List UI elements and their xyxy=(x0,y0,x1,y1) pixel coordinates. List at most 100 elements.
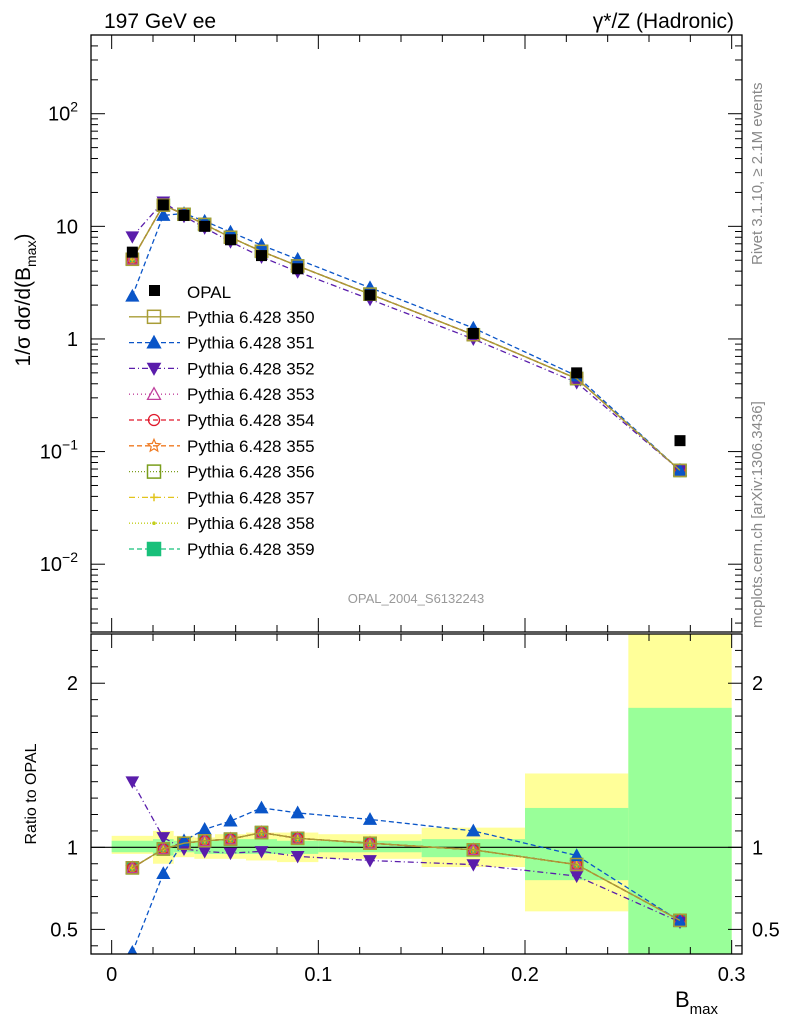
legend-marker xyxy=(152,521,156,525)
ratio-series-point xyxy=(569,857,584,872)
ratio-series-point xyxy=(125,776,140,789)
legend-entry-s358: Pythia 6.428 358 xyxy=(129,514,315,533)
data-point xyxy=(256,250,267,262)
data-point xyxy=(178,209,190,221)
main-series-point xyxy=(125,288,140,302)
y-label-text: 1/σ dσ/d(B xyxy=(12,267,35,366)
header-right-text: γ*/Z (Hadronic) xyxy=(593,10,734,33)
data-point xyxy=(126,246,138,258)
y-tick-label: 10−2 xyxy=(40,549,78,576)
legend-marker xyxy=(146,334,162,349)
legend-entry-s351: Pythia 6.428 351 xyxy=(129,334,315,353)
main-series-point xyxy=(125,251,140,265)
ratio-series-s351 xyxy=(127,800,688,954)
ratio-series-point xyxy=(254,846,269,859)
y-tick-label-base: 10 xyxy=(48,104,70,126)
ratio-series-point xyxy=(466,823,481,837)
y-tick-label-exp: 2 xyxy=(70,99,78,115)
legend-label: Pythia 6.428 357 xyxy=(187,488,315,507)
rivet-version-label: Rivet 3.1.10, ≥ 2.1M events xyxy=(749,83,766,266)
ratio-series-point xyxy=(363,836,377,850)
main-y-axis-label: 1/σ dσ/d(Bmax) xyxy=(12,234,39,367)
band-green xyxy=(111,840,153,853)
y-label-end: ) xyxy=(12,234,35,241)
y-tick-label-base: 1 xyxy=(67,329,78,351)
ratio-series-point xyxy=(254,825,269,839)
legend-entry-s356: Pythia 6.428 356 xyxy=(129,463,315,482)
data-point xyxy=(674,435,686,447)
header-left-text: 197 GeV ee xyxy=(104,10,216,33)
ratio-series-point xyxy=(290,805,305,819)
legend-entry-s352: Pythia 6.428 352 xyxy=(129,359,315,378)
ratio-series-point xyxy=(156,832,171,845)
band-green xyxy=(215,839,246,854)
data-point xyxy=(364,289,376,301)
legend-marker xyxy=(147,413,161,427)
ratio-series-point xyxy=(223,847,238,861)
data-point xyxy=(157,199,169,211)
y-tick-label: 1 xyxy=(67,329,78,351)
ratio-series-point xyxy=(363,855,377,868)
legend-label: Pythia 6.428 350 xyxy=(187,308,315,327)
legend-marker xyxy=(146,464,162,479)
y-tick-label: 10−1 xyxy=(40,437,78,464)
x-tick-label: 0 xyxy=(106,964,117,986)
legend-entry-s355: Pythia 6.428 355 xyxy=(129,437,315,456)
main-series-point xyxy=(156,208,171,221)
ratio-series-point xyxy=(223,813,238,827)
data-point xyxy=(467,327,479,339)
legend-label: Pythia 6.428 351 xyxy=(187,334,315,353)
ratio-series-point xyxy=(125,861,140,875)
x-tick-label: 0.1 xyxy=(304,964,332,986)
ratio-series-line xyxy=(131,831,681,921)
ratio-series-s350 xyxy=(125,825,687,928)
opal-data-points xyxy=(126,199,686,447)
ratio-series-point xyxy=(254,800,269,814)
legend-marker xyxy=(146,386,162,401)
ratio-series-line xyxy=(131,807,681,953)
ratio-y-tick-label-right: 0.5 xyxy=(752,919,780,941)
y-tick-label-base: 10 xyxy=(40,554,62,576)
y-tick-label-exp: −1 xyxy=(62,437,78,453)
ratio-y-tick-label: 2 xyxy=(67,673,78,695)
ratio-y-tick-label: 0.5 xyxy=(50,919,78,941)
legend-label: Pythia 6.428 353 xyxy=(187,385,315,404)
legend-marker xyxy=(146,437,162,453)
main-series-line xyxy=(131,212,681,471)
ratio-series-point xyxy=(156,866,171,880)
x-tick-label: 0.3 xyxy=(718,964,746,986)
ratio-y-tick-label-right: 2 xyxy=(752,673,763,695)
legend: OPAL Pythia 6.428 350 Pythia 6.428 351 Pyth… xyxy=(129,283,315,559)
x-label-text: B xyxy=(675,987,690,1012)
x-tick-label: 0.2 xyxy=(511,964,539,986)
legend-entry-s357: Pythia 6.428 357 xyxy=(129,488,315,507)
ratio-frame xyxy=(90,633,743,955)
ratio-series-point xyxy=(673,913,687,928)
legend-marker xyxy=(146,309,162,325)
ratio-series-point xyxy=(223,832,238,846)
legend-entry-s359: Pythia 6.428 359 xyxy=(129,540,315,559)
mcplots-label: mcplots.cern.ch [arXiv:1306.3436] xyxy=(749,401,766,628)
legend-entry-s354: Pythia 6.428 354 xyxy=(129,411,315,430)
x-ticks xyxy=(111,35,733,632)
ratio-series-point xyxy=(125,860,140,874)
y-tick-label: 102 xyxy=(48,99,78,126)
ratio-series-point xyxy=(290,851,305,864)
y-label-sub: max xyxy=(23,241,39,267)
legend-marker xyxy=(150,493,158,502)
legend-entry-s353: Pythia 6.428 353 xyxy=(129,385,315,404)
ratio-y-ticks: 0.5 0.5 1 1 2 2 xyxy=(50,633,780,947)
main-frame xyxy=(90,34,743,633)
legend-marker-opal xyxy=(149,285,160,296)
y-tick-label: 10 xyxy=(56,216,78,238)
x-label-sub: max xyxy=(690,1001,719,1018)
y-tick-label-base: 10 xyxy=(56,216,78,238)
x-ticks: 0 0.1 0.2 0.3 xyxy=(106,634,746,986)
legend-label: Pythia 6.428 354 xyxy=(187,411,315,430)
data-point xyxy=(199,220,211,232)
legend-label: Pythia 6.428 359 xyxy=(187,540,315,559)
ratio-series-point xyxy=(362,812,378,825)
